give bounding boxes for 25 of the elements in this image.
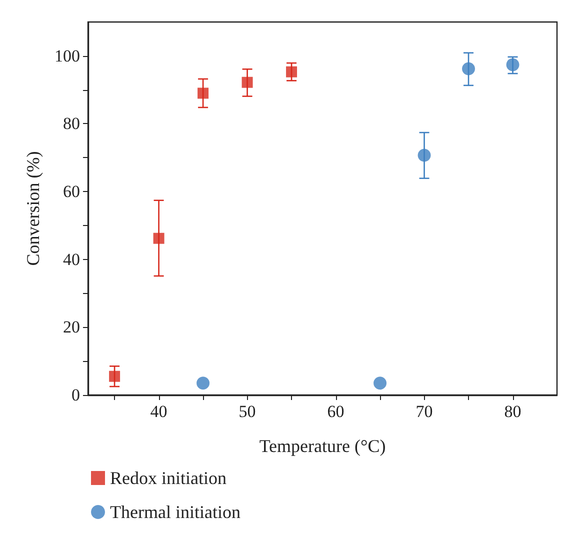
y-tick-label: 0	[72, 386, 80, 404]
point	[153, 232, 164, 244]
point	[196, 376, 210, 390]
x-tick-label: 50	[238, 402, 256, 421]
x-axis-title: Temperature (°C)	[259, 436, 386, 456]
legend-label: Redox initiation	[110, 468, 226, 488]
y-tick-label: 100	[54, 46, 80, 66]
x-tick-label: 70	[416, 402, 433, 421]
point	[109, 370, 120, 382]
point	[418, 148, 431, 162]
x-tick-label: 40	[150, 402, 168, 421]
y-tick-label: 80	[63, 114, 80, 134]
point	[286, 66, 298, 78]
point	[506, 58, 520, 72]
x-tick-label: 80	[504, 402, 522, 421]
legend-label: Thermal initiation	[110, 502, 240, 522]
point	[462, 62, 476, 76]
y-tick-label: 40	[63, 250, 80, 269]
point	[198, 88, 209, 99]
y-axis-title: Conversion (%)	[23, 151, 43, 266]
x-tick-label: 60	[327, 402, 344, 421]
point	[242, 76, 253, 88]
y-tick-label: 20	[63, 318, 80, 337]
point	[374, 376, 387, 390]
y-tick-label: 60	[63, 182, 80, 202]
